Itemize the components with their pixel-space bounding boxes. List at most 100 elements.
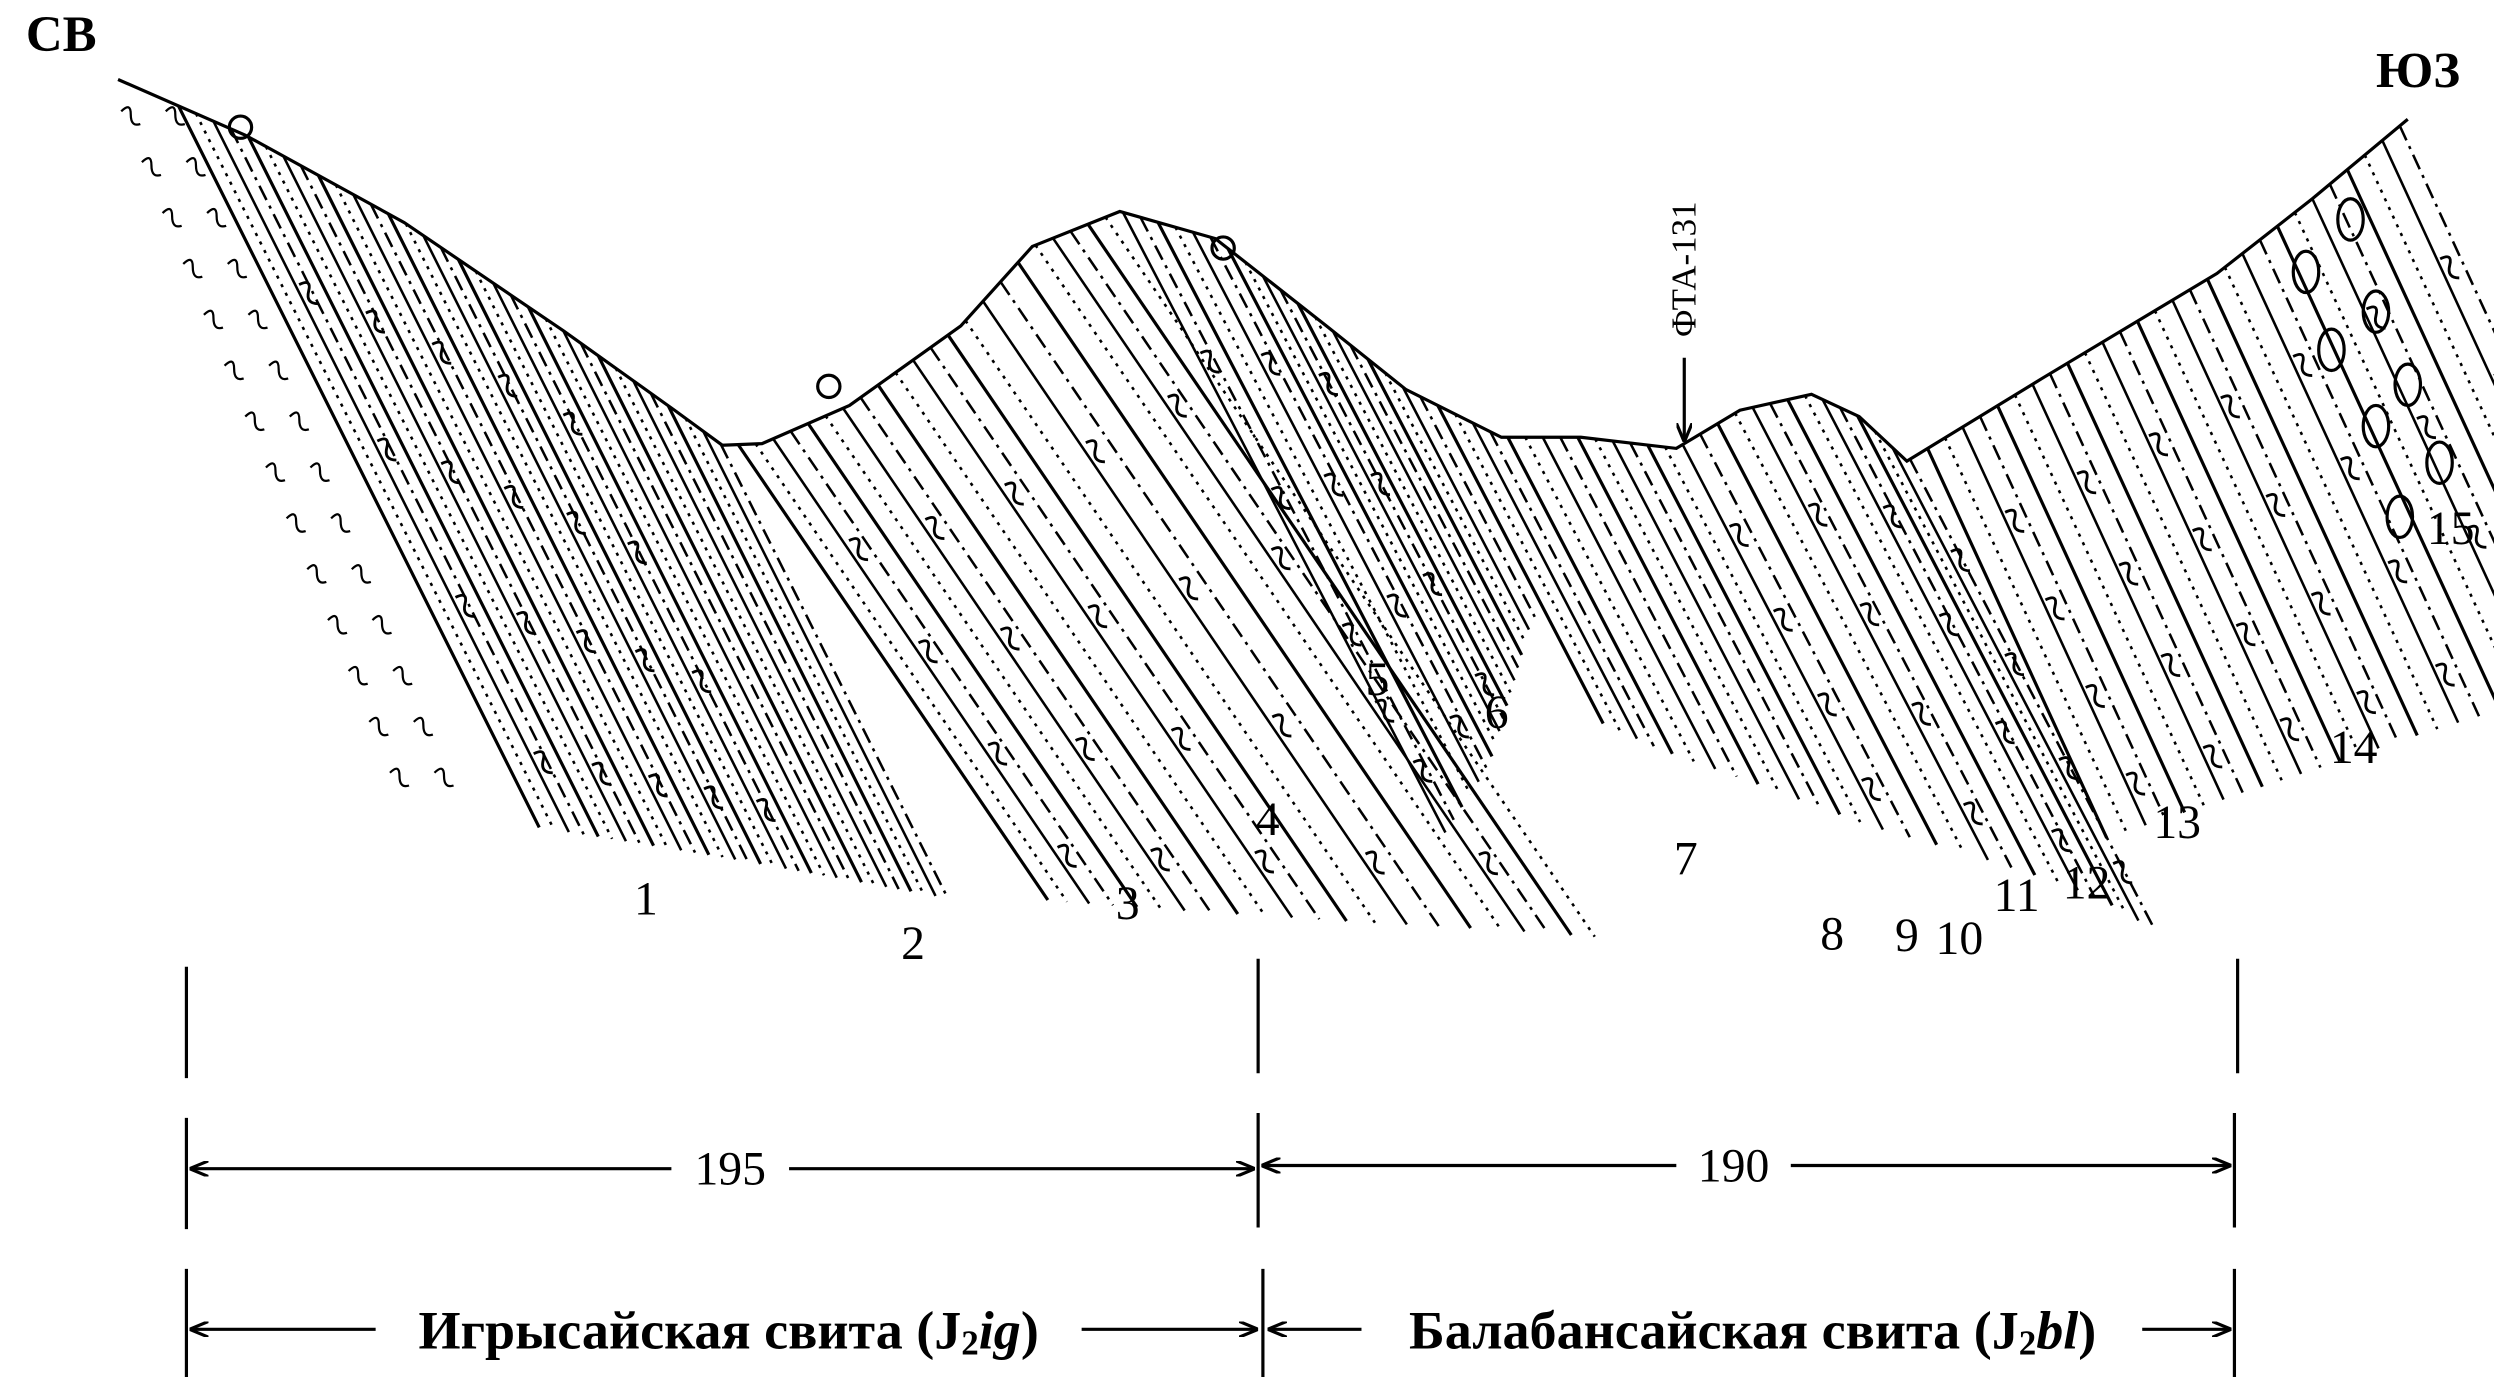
wavy-symbol [1478, 851, 1498, 876]
borehole-label: ФТА-131 [1664, 201, 1703, 337]
outcrop-mark [816, 373, 842, 400]
stratum-line [1436, 404, 1605, 725]
wavy-symbol [1199, 349, 1220, 374]
stratum-line [946, 334, 1348, 922]
wavy-symbol [1087, 604, 1108, 629]
wavy-symbol [999, 626, 1020, 651]
wavy-symbol [2356, 690, 2376, 715]
wavy-symbol [1859, 602, 1880, 627]
wavy-symbol [1260, 351, 1281, 376]
stratum-line [579, 342, 851, 881]
schist-symbol [268, 360, 289, 381]
stratum-line [1559, 436, 1738, 778]
wavy-symbol [1807, 502, 1828, 527]
wavy-symbol [1370, 472, 1391, 497]
stratum-line [1139, 216, 1455, 821]
stratum-line [1611, 440, 1801, 800]
stratum-line [1594, 438, 1780, 793]
wavy-symbol [1178, 576, 1199, 601]
wavy-symbol [533, 750, 553, 775]
schist-symbol [247, 309, 268, 330]
stratum-line [229, 128, 585, 835]
stratum-line [369, 203, 697, 854]
wavy-symbol [2466, 524, 2487, 549]
stratum-line [194, 113, 556, 831]
formations: Игрысайская свита (J2ig) Балабансайская … [189, 1300, 2232, 1363]
stratum-line [1734, 412, 1965, 853]
distance: 195 [694, 1143, 766, 1196]
stratum-line [1891, 447, 2140, 922]
layer-number: 1 [634, 872, 658, 925]
stratum-line [2311, 198, 2494, 597]
layer-number: 11 [1994, 869, 2040, 922]
wavy-symbol [1004, 481, 1024, 506]
stratum-line [509, 294, 800, 872]
stratum-line [929, 346, 1321, 920]
wavy-symbol [2310, 591, 2331, 616]
wavy-symbol [2118, 561, 2139, 586]
wavy-symbol [1861, 777, 1881, 802]
schist-symbol [223, 360, 245, 381]
wavy-symbol [2434, 662, 2455, 687]
formation-close: ) [1021, 1300, 1039, 1360]
wavy-symbol [376, 437, 397, 462]
wavy-symbol [2416, 415, 2437, 440]
wavy-symbol [431, 340, 452, 365]
wavy-symbol [1938, 612, 1959, 637]
stratum-line [736, 443, 1050, 901]
stratum-line [1174, 226, 1472, 796]
wavy-symbol [647, 773, 668, 798]
stratum-line [334, 184, 669, 849]
stratum-line [772, 438, 1091, 905]
stratum-line [439, 246, 750, 863]
wavy-symbol [987, 741, 1008, 766]
conglomerate-ovals [2291, 197, 2454, 540]
wavy-symbol [917, 639, 938, 664]
wavy-symbol [591, 761, 612, 786]
stratum-line [596, 355, 863, 883]
wavy-symbol [1150, 847, 1170, 872]
stratum-line [2293, 211, 2494, 649]
formation-code: ig [979, 1300, 1021, 1360]
stratum-line [649, 392, 900, 890]
schist-symbol [161, 207, 183, 228]
schist-symbol [206, 207, 227, 228]
stratum-line [474, 270, 775, 867]
distance-dimensions: 195 190 [189, 1139, 2232, 1196]
wavy-symbol [2160, 653, 2181, 678]
stratum-line [1419, 396, 1536, 618]
stratum-line [2381, 139, 2494, 387]
stratum-line [1978, 415, 2167, 820]
stratum-line [1664, 446, 1862, 823]
layer-number: 7 [1674, 833, 1698, 886]
stratum-line [789, 430, 1115, 906]
stratum-line [1786, 398, 2037, 876]
schist-symbol [265, 462, 286, 482]
formation-name: Балабансайская свита [1409, 1300, 1960, 1360]
wavy-symbol [1341, 622, 1362, 647]
terrain-surface [117, 78, 2409, 464]
wavy-symbol [1170, 726, 1191, 751]
schist-symbol [306, 564, 327, 584]
surface-circles [227, 114, 1236, 400]
stratum-line [1646, 444, 1842, 816]
wavy-symbol [2085, 683, 2105, 709]
wavy-symbol [440, 460, 461, 485]
schist-symbol [226, 258, 248, 279]
stratum-line [1086, 223, 1573, 936]
wavy-symbol [1056, 843, 1077, 868]
schist-symbol [185, 157, 206, 177]
stratum-line [666, 404, 913, 893]
stratum-line [404, 223, 724, 858]
stratum-line [1856, 415, 2114, 907]
schist-symbol [141, 157, 162, 177]
stratum-line [1541, 436, 1717, 770]
wavy-symbol [2076, 470, 2097, 495]
wavy-symbol [503, 484, 524, 509]
schist-symbol [389, 767, 410, 788]
wavy-symbol [1271, 713, 1292, 738]
stratum-line [1366, 358, 1524, 656]
formation-age-sub: 2 [961, 1324, 978, 1363]
